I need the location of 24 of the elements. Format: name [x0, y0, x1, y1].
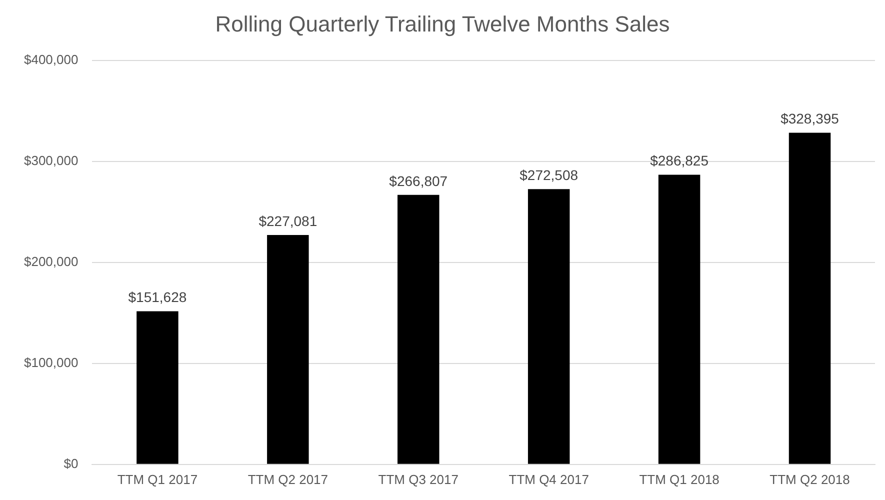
- x-tick-label: TTM Q1 2018: [639, 472, 720, 487]
- x-tick-label: TTM Q1 2017: [117, 472, 198, 487]
- x-tick-label: TTM Q2 2018: [770, 472, 850, 487]
- y-tick-label: $300,000: [24, 152, 78, 168]
- y-tick-label: $0: [64, 456, 78, 471]
- data-label: $272,508: [520, 167, 578, 184]
- x-tick-label: TTM Q4 2017: [508, 472, 589, 487]
- data-label: $266,807: [389, 172, 448, 189]
- bar: [788, 132, 831, 464]
- y-tick-label: $200,000: [24, 254, 78, 269]
- bar: [136, 311, 178, 464]
- data-label: $328,395: [780, 110, 840, 127]
- chart-title: Rolling Quarterly Trailing Twelve Months Sales: [215, 11, 670, 36]
- bar: [658, 174, 700, 464]
- data-label: $286,825: [650, 152, 709, 169]
- x-tick-label: TTM Q2 2017: [248, 472, 328, 487]
- bar: [528, 189, 570, 464]
- y-tick-label: $100,000: [24, 354, 78, 370]
- x-tick-label: TTM Q3 2017: [378, 472, 458, 487]
- data-label: $227,081: [258, 212, 318, 229]
- bar: [267, 235, 309, 464]
- y-tick-label: $400,000: [24, 52, 78, 67]
- data-label: $151,628: [128, 289, 187, 306]
- bar: [398, 194, 440, 464]
